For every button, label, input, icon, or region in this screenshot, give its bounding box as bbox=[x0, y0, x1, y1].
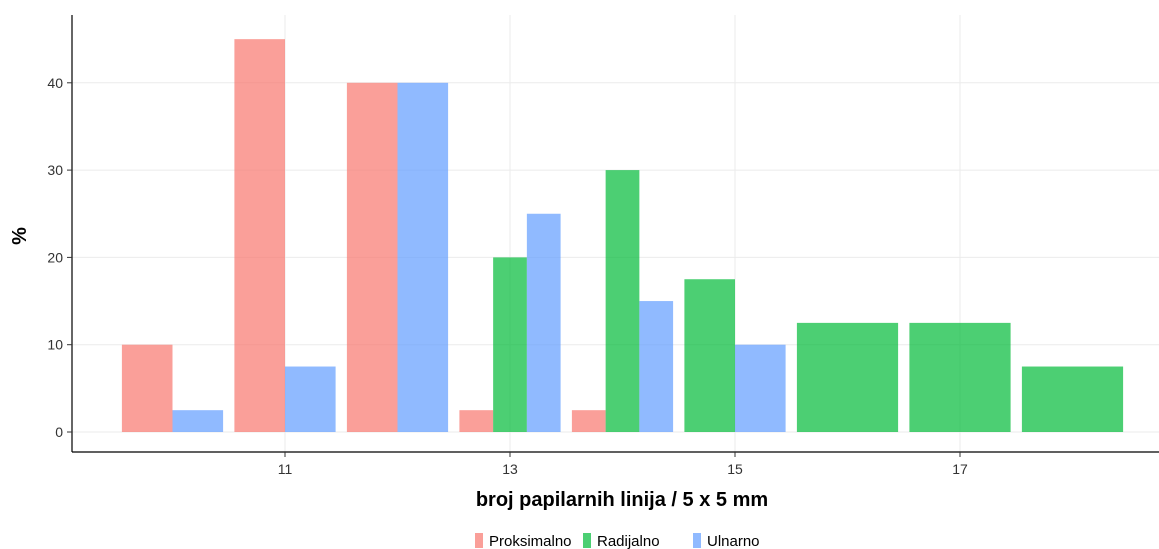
bar-radijalno-18 bbox=[1021, 366, 1124, 432]
legend-swatch-proksimalno bbox=[475, 533, 483, 548]
x-tick-label: 13 bbox=[502, 461, 518, 477]
legend-swatch-radijalno bbox=[583, 533, 591, 548]
bar-radijalno-16 bbox=[796, 322, 899, 432]
bar-radijalno-14 bbox=[605, 170, 640, 432]
y-tick-label: 0 bbox=[55, 424, 63, 440]
x-axis-title: broj papilarnih linija / 5 x 5 mm bbox=[476, 489, 768, 511]
legend-label-proksimalno: Proksimalno bbox=[489, 533, 572, 549]
bar-ulnarno-15 bbox=[735, 344, 786, 432]
bar-proksimalno-10 bbox=[121, 344, 173, 432]
y-axis-title: % bbox=[9, 227, 31, 245]
x-tick-label: 15 bbox=[727, 461, 743, 477]
bar-proksimalno-11 bbox=[234, 39, 285, 433]
x-tick-label: 17 bbox=[952, 461, 968, 477]
axes bbox=[71, 15, 1159, 453]
legend-swatch-ulnarno bbox=[693, 533, 701, 548]
bar-radijalno-13 bbox=[493, 257, 527, 432]
x-tick-label: 11 bbox=[278, 461, 293, 477]
y-tick-label: 20 bbox=[47, 249, 63, 265]
bar-radijalno-17 bbox=[909, 322, 1011, 432]
legend: Proksimalno Radijalno Ulnarno bbox=[475, 533, 760, 549]
bar-radijalno-15 bbox=[684, 279, 735, 432]
bar-ulnarno-10 bbox=[172, 410, 224, 432]
legend-label-radijalno: Radijalno bbox=[597, 533, 660, 549]
bar-proksimalno-13 bbox=[459, 410, 494, 432]
y-tick-label: 40 bbox=[47, 75, 63, 91]
y-tick-label: 30 bbox=[47, 162, 63, 178]
bar-ulnarno-14 bbox=[639, 301, 674, 432]
legend-label-ulnarno: Ulnarno bbox=[707, 533, 760, 549]
bars bbox=[121, 39, 1124, 433]
bar-ulnarno-11 bbox=[285, 366, 336, 432]
x-ticks: 11 13 15 17 bbox=[278, 452, 968, 477]
bar-proksimalno-14 bbox=[571, 410, 606, 432]
y-ticks: 0 10 20 30 40 bbox=[47, 75, 72, 440]
bar-proksimalno-12 bbox=[346, 82, 398, 433]
bar-ulnarno-12 bbox=[397, 82, 449, 433]
bar-ulnarno-13 bbox=[526, 213, 561, 432]
y-tick-label: 10 bbox=[47, 337, 63, 353]
